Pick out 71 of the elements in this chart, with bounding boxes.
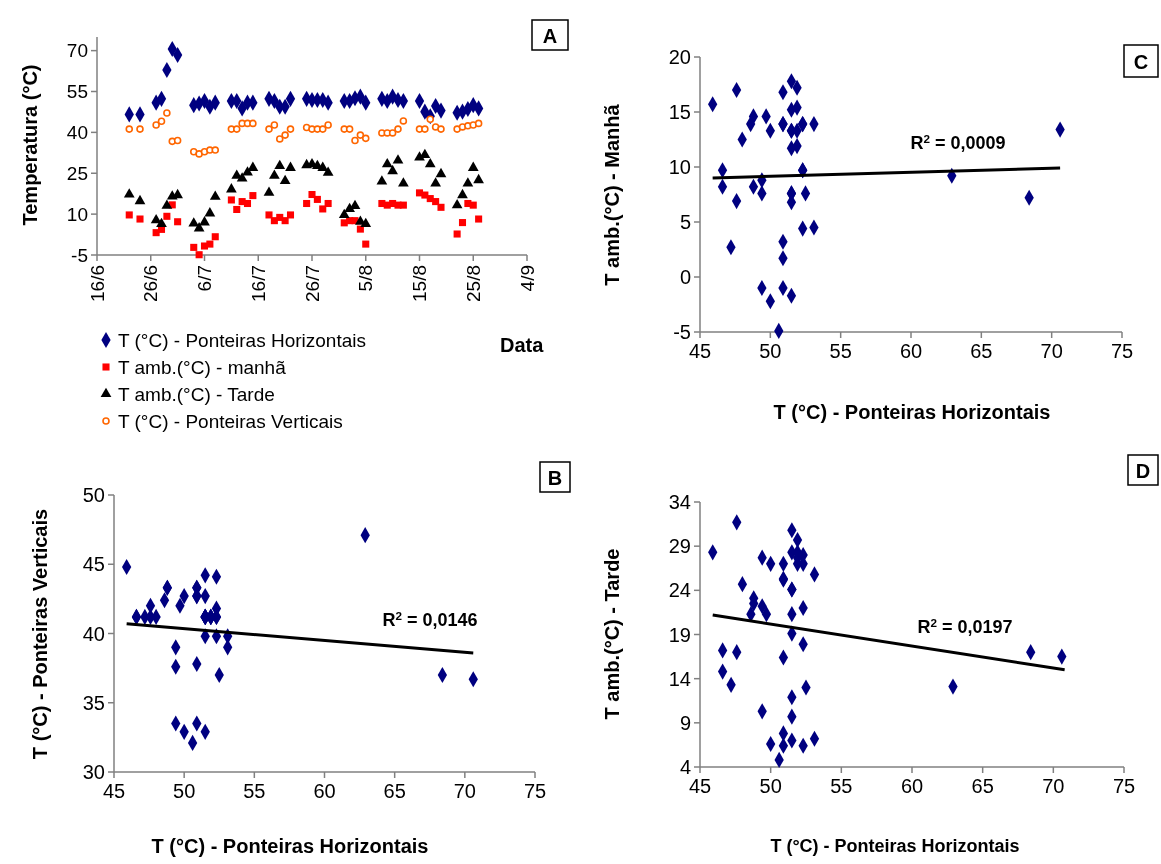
legend-label: T (°C) - Ponteiras Verticais: [118, 410, 343, 432]
x-tick-label: 16/6: [86, 265, 108, 302]
x-tick-label: 75: [523, 780, 547, 803]
x-tick-label: 65: [383, 780, 406, 803]
annotation: R$^{2}$ = 0,0197: [917, 615, 1013, 637]
y-tick-label: 10: [668, 156, 691, 178]
y-tick-label: 25: [66, 162, 88, 184]
y-axis-title: T (°C) - Ponteiras Verticais: [29, 508, 51, 760]
annotation: R$^{2}$ = 0,0146: [382, 608, 478, 630]
x-tick-label: 70: [1040, 340, 1063, 363]
x-tick-label: 50: [173, 780, 196, 803]
y-tick-label: 5: [679, 211, 691, 233]
x-tick-label: 6/7: [194, 265, 215, 292]
y-axis-title: T amb.(°C) - Tarde: [601, 548, 623, 720]
y-tick-label: 10: [66, 203, 88, 225]
y-tick-label: 9: [679, 711, 691, 734]
y-tick-label: 35: [82, 691, 105, 714]
y-tick-label: 4: [679, 756, 691, 778]
chart-title: A: [542, 25, 558, 47]
x-tick-label: 60: [899, 340, 923, 363]
x-tick-label: 55: [243, 780, 266, 803]
x-axis-title: T (°C) - Ponteiras Horizontais: [773, 401, 1051, 423]
legend-label: T amb.(°C) - manhã: [118, 356, 287, 378]
x-tick-label: 60: [900, 775, 924, 798]
y-tick-label: -5: [673, 321, 691, 343]
y-tick-label: 50: [82, 484, 105, 506]
x-tick-label: 5/8: [355, 265, 377, 292]
y-tick-label: 34: [668, 491, 691, 513]
x-tick-label: 55: [830, 775, 853, 798]
x-tick-label: 70: [453, 780, 476, 803]
x-tick-label: 60: [313, 780, 336, 803]
y-tick-label: 20: [668, 46, 691, 68]
x-axis-title: Data: [500, 334, 545, 356]
y-axis-title: Temperatura (°C): [19, 64, 41, 226]
x-tick-label: 65: [970, 340, 993, 363]
x-tick-label: 25/8: [462, 265, 484, 302]
y-tick-label: 0: [679, 266, 691, 288]
y-tick-label: 14: [668, 667, 691, 690]
x-axis-title: T (°C) - Ponteiras Horizontais: [770, 836, 1020, 856]
annotation: R$^{2}$ = 0,0009: [910, 131, 1006, 153]
y-tick-label: 40: [66, 121, 88, 143]
y-tick-label: 45: [82, 553, 105, 576]
chart-title: D: [1135, 460, 1151, 482]
y-tick-label: 15: [668, 101, 691, 123]
y-tick-label: -5: [71, 244, 88, 266]
x-tick-label: 50: [759, 340, 782, 363]
x-tick-label: 55: [829, 340, 852, 363]
x-tick-label: 4/9: [516, 265, 538, 292]
y-tick-label: 40: [82, 622, 105, 645]
x-tick-label: 45: [102, 780, 126, 803]
chart-title: C: [1133, 51, 1149, 73]
y-tick-label: 70: [66, 40, 88, 62]
y-tick-label: 29: [668, 535, 691, 558]
x-tick-label: 16/7: [247, 265, 269, 302]
y-tick-label: 24: [668, 579, 691, 602]
x-tick-label: 26/6: [140, 265, 162, 302]
x-tick-label: 75: [1112, 775, 1136, 798]
x-tick-label: 15/8: [409, 265, 430, 302]
x-tick-label: 65: [971, 775, 994, 798]
x-axis-title: T (°C) - Ponteiras Horizontais: [151, 835, 429, 857]
x-tick-label: 26/7: [301, 265, 323, 302]
x-tick-label: 70: [1042, 775, 1065, 798]
y-tick-label: 19: [668, 623, 691, 646]
y-tick-label: 55: [66, 81, 88, 102]
legend-label: T amb.(°C) - Tarde: [118, 383, 275, 405]
chart-title: B: [547, 467, 563, 489]
y-axis-title: T amb.(°C) - Manhã: [601, 103, 623, 286]
y-tick-label: 30: [82, 761, 105, 783]
x-tick-label: 50: [759, 775, 782, 798]
x-tick-label: 75: [1110, 340, 1134, 363]
legend-label: T (°C) - Ponteiras Horizontais: [118, 329, 366, 351]
